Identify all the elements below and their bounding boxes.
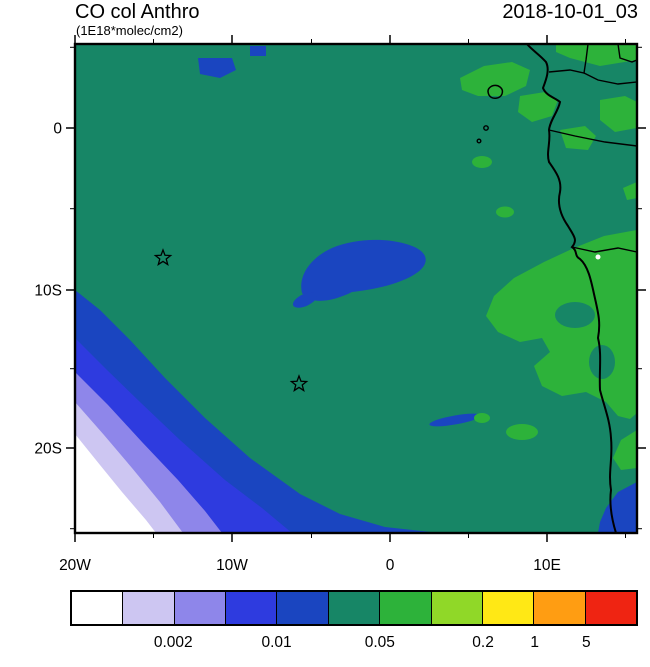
plot-units-subtitle: (1E18*molec/cm2)	[76, 23, 183, 38]
colorbar-label-02: 0.2	[472, 634, 494, 651]
contour-patch-lake-tail	[292, 292, 318, 308]
plot-title: CO col Anthro	[75, 1, 200, 23]
colorbar-label-0002: 0.002	[153, 634, 193, 651]
colorbar-cell-1	[123, 592, 175, 624]
contour-patch-green-edge-a	[623, 182, 637, 200]
contour-field	[75, 44, 637, 533]
x-tick-label-10e: 10E	[533, 557, 561, 574]
colorbar-label-1: 1	[530, 634, 540, 651]
country-border-2	[583, 72, 637, 85]
contour-teal-hole-b	[589, 345, 615, 379]
x-tick-label-10w: 10W	[216, 557, 248, 574]
contour-patch-green-gulf-a	[460, 62, 530, 96]
contour-band-white	[75, 434, 156, 533]
contour-patch-north-b	[250, 46, 266, 56]
contour-patch-green-spot-c	[506, 424, 538, 440]
country-border-3	[548, 129, 637, 147]
country-border-5	[617, 44, 637, 63]
coastline-africa	[526, 44, 617, 533]
island-bioko	[487, 84, 504, 99]
colorbar-cell-0	[72, 592, 124, 624]
colorbar-cell-2	[174, 592, 227, 624]
contour-patch-green-ne	[600, 96, 637, 132]
contour-patch-green-spot-d	[474, 413, 490, 423]
colorbar-labels: 0.002 0.01 0.05 0.2 1 5	[70, 634, 638, 654]
geography-overlay	[476, 44, 637, 533]
colorbar	[70, 590, 638, 626]
colorbar-cell-10	[585, 592, 636, 624]
colorbar-cell-5	[328, 592, 381, 624]
contour-patch-streak	[429, 413, 481, 427]
colorbar-cell-6	[380, 592, 432, 624]
map-frame	[73, 42, 639, 535]
colorbar-cell-3	[226, 592, 278, 624]
colorbar-cell-7	[431, 592, 483, 624]
contour-patch-green-gulf-b	[518, 92, 558, 122]
contour-patch-green-spot-b	[496, 206, 514, 218]
x-tick-label-20w: 20W	[59, 557, 91, 574]
contour-coastal-speck	[595, 254, 601, 260]
contour-patches-darkblue	[198, 46, 637, 533]
contour-patch-green-spot-a	[472, 156, 492, 168]
country-border-4	[571, 246, 637, 253]
contour-patch-lake	[301, 239, 426, 301]
contour-patch-north-a	[198, 58, 236, 78]
colorbar-label-001: 0.01	[261, 634, 292, 651]
y-tick-label-0: 0	[53, 121, 62, 138]
plot-timestamp: 2018-10-01_03	[502, 1, 638, 23]
colorbar-cell-8	[482, 592, 535, 624]
x-tick-label-0: 0	[386, 557, 395, 574]
island-principe	[483, 125, 489, 131]
y-tick-label-20s: 20S	[34, 441, 62, 458]
contour-patch-se-corner	[598, 482, 637, 533]
contour-teal-holes	[555, 302, 615, 379]
colorbar-cell-9	[534, 592, 586, 624]
colorbar-label-005: 0.05	[364, 634, 395, 651]
contour-patch-green-gabon	[560, 126, 596, 150]
island-sao-tome	[476, 138, 482, 144]
colorbar-cell-4	[277, 592, 329, 624]
colorbar-label-5: 5	[582, 634, 591, 651]
contour-teal-hole-a	[555, 302, 595, 328]
y-tick-label-10s: 10S	[34, 283, 62, 300]
contour-patch-green-edge-b	[613, 430, 637, 470]
major-ticks	[66, 35, 646, 542]
contour-patch-green-top	[556, 44, 637, 66]
